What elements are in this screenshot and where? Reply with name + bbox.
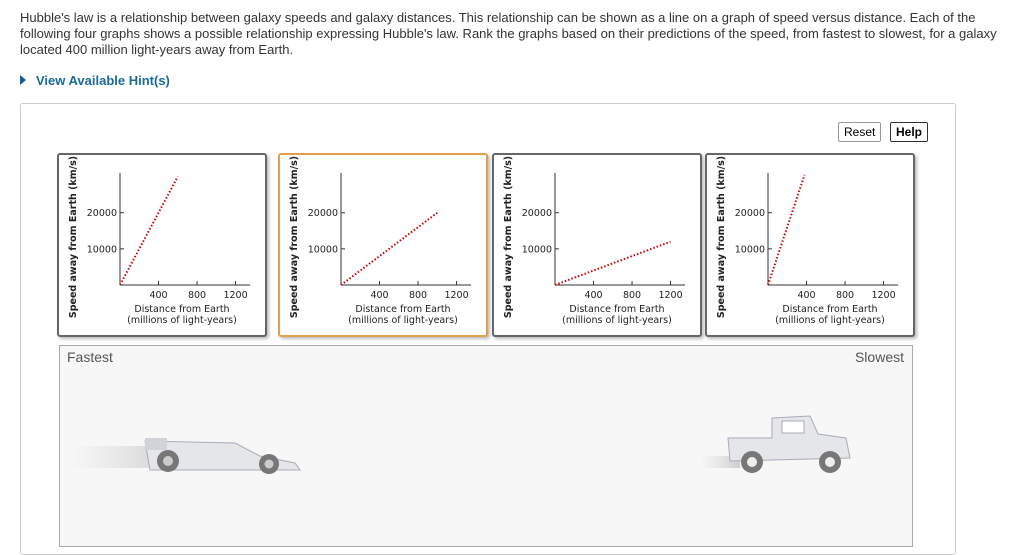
graph: 10000 20000 400 800 1200 Distance from Earth(… <box>68 156 250 326</box>
data-line <box>119 176 179 286</box>
x-axis-label: Distance from Earth <box>569 304 664 315</box>
x-tick-label: 400 <box>797 290 815 301</box>
x-tick-label: 1200 <box>871 290 895 301</box>
graph: 10000 20000 400 800 1200 Distance from Earth(… <box>289 156 471 326</box>
question: Hubble's law is a relationship between g… <box>20 10 997 57</box>
y-tick-label: 10000 <box>87 244 117 255</box>
x-axis-label: (millions of light-years) <box>127 315 237 326</box>
y-axis-label: Speed away from Earth (km/s) <box>289 156 300 318</box>
x-tick-label: 400 <box>370 290 388 301</box>
fastest-label: Fastest <box>67 349 113 365</box>
data-line <box>767 174 806 286</box>
x-axis-label: (millions of light-years) <box>775 315 885 326</box>
graph-card[interactable]: 10000 20000 400 800 1200 Distance from Earth(… <box>278 153 488 337</box>
y-axis-label: Speed away from Earth (km/s) <box>716 156 727 318</box>
x-tick-label: 1200 <box>444 290 468 301</box>
x-tick-label: 1200 <box>658 290 682 301</box>
x-axis-label: Distance from Earth <box>782 304 877 315</box>
x-axis-label: (millions of light-years) <box>562 315 672 326</box>
graph-card[interactable]: 10000 20000 400 800 1200 Distance from Earth(… <box>57 153 267 337</box>
graph: 10000 20000 400 800 1200 Distance from Earth(… <box>716 156 898 326</box>
x-axis-label: Distance from Earth <box>134 304 229 315</box>
race-car-icon <box>70 438 301 474</box>
page: {"question": "Hubble's law is a relation… <box>20 10 997 555</box>
y-axis-label: Speed away from Earth (km/s) <box>503 156 514 318</box>
graph-card[interactable]: 10000 20000 400 800 1200 Distance from Earth(… <box>492 153 702 337</box>
drop-zone[interactable]: Fastest Slowest <box>59 345 913 547</box>
y-tick-label: 20000 <box>735 208 765 219</box>
x-tick-label: 1200 <box>223 290 247 301</box>
x-tick-label: 800 <box>409 290 427 301</box>
x-axis-label: (millions of light-years) <box>348 315 458 326</box>
x-tick-label: 800 <box>188 290 206 301</box>
y-tick-label: 20000 <box>308 208 338 219</box>
y-tick-label: 10000 <box>522 244 552 255</box>
data-line <box>554 240 671 286</box>
help-button[interactable]: Help <box>890 122 929 142</box>
graph: 10000 20000 400 800 1200 Distance from Earth(… <box>503 156 685 326</box>
x-tick-label: 400 <box>584 290 602 301</box>
truck-icon <box>700 415 851 473</box>
vehicle-icons <box>70 415 851 474</box>
hint-link[interactable]: View Available Hint(s) <box>20 73 170 88</box>
slowest-label: Slowest <box>854 349 904 365</box>
x-tick-label: 800 <box>623 290 641 301</box>
x-tick-label: 800 <box>836 290 854 301</box>
graph-card[interactable]: 10000 20000 400 800 1200 Distance from Earth(… <box>705 153 915 337</box>
reset-button[interactable]: Reset <box>838 122 882 142</box>
y-axis-label: Speed away from Earth (km/s) <box>68 156 79 318</box>
hint-text[interactable]: View Available Hint(s) <box>36 73 170 88</box>
y-tick-label: 10000 <box>735 244 765 255</box>
y-tick-label: 20000 <box>87 208 117 219</box>
data-line <box>340 211 438 286</box>
x-tick-label: 400 <box>149 290 167 301</box>
y-tick-label: 20000 <box>522 208 552 219</box>
x-axis-label: Distance from Earth <box>355 304 450 315</box>
y-tick-label: 10000 <box>308 244 338 255</box>
